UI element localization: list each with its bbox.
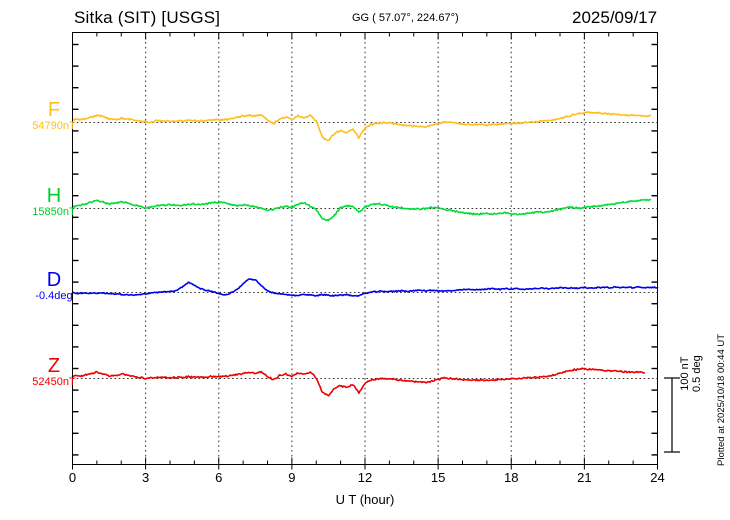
component-baseline-f: 54790nT xyxy=(32,120,76,132)
station-title: Sitka (SIT) [USGS] xyxy=(74,8,221,27)
component-baseline-d: -0.4deg xyxy=(35,290,73,302)
component-baseline-z: 52450nT xyxy=(32,376,76,388)
component-letter-z: Z xyxy=(47,355,61,377)
x-axis-title: U T (hour) xyxy=(335,492,395,507)
x-tick-label: 12 xyxy=(357,470,373,485)
geographic-coordinates: GG ( 57.07°, 224.67°) xyxy=(352,12,459,24)
component-letter-f: F xyxy=(47,99,61,121)
x-tick-label: 21 xyxy=(577,470,592,485)
observation-date: 2025/09/17 xyxy=(572,8,658,27)
x-tick-label: 15 xyxy=(430,470,446,485)
trace-layer xyxy=(71,111,659,397)
component-label-f: F 54790nT xyxy=(22,100,86,133)
x-tick-label: 24 xyxy=(650,470,665,485)
component-letter-h: H xyxy=(46,185,62,207)
axis-ticks xyxy=(72,32,658,470)
component-label-h: H 15850nT xyxy=(22,186,86,219)
scale-bar-line1: 100 nT xyxy=(679,356,691,391)
component-baseline-h: 15850nT xyxy=(32,206,76,218)
scale-bar xyxy=(664,377,680,453)
component-letter-d: D xyxy=(46,269,62,291)
plotted-timestamp: Plotted at 2025/10/18 00:44 UT xyxy=(716,333,727,466)
trace-f xyxy=(71,111,652,142)
x-tick-label: 9 xyxy=(288,470,296,485)
scale-bar-line2: 0.5 deg xyxy=(691,355,703,392)
grid-layer xyxy=(145,32,585,465)
scale-bar-label: 100 nT 0.5 deg xyxy=(679,355,703,392)
x-tick-label: 18 xyxy=(504,470,519,485)
x-tick-label: 3 xyxy=(142,470,150,485)
component-label-d: D -0.4deg xyxy=(22,270,86,303)
trace-d xyxy=(71,278,659,297)
trace-h xyxy=(71,198,652,222)
trace-z xyxy=(71,367,646,397)
component-label-z: Z 52450nT xyxy=(22,356,86,389)
x-tick-label: 0 xyxy=(68,470,77,485)
x-tick-label: 6 xyxy=(215,470,223,485)
